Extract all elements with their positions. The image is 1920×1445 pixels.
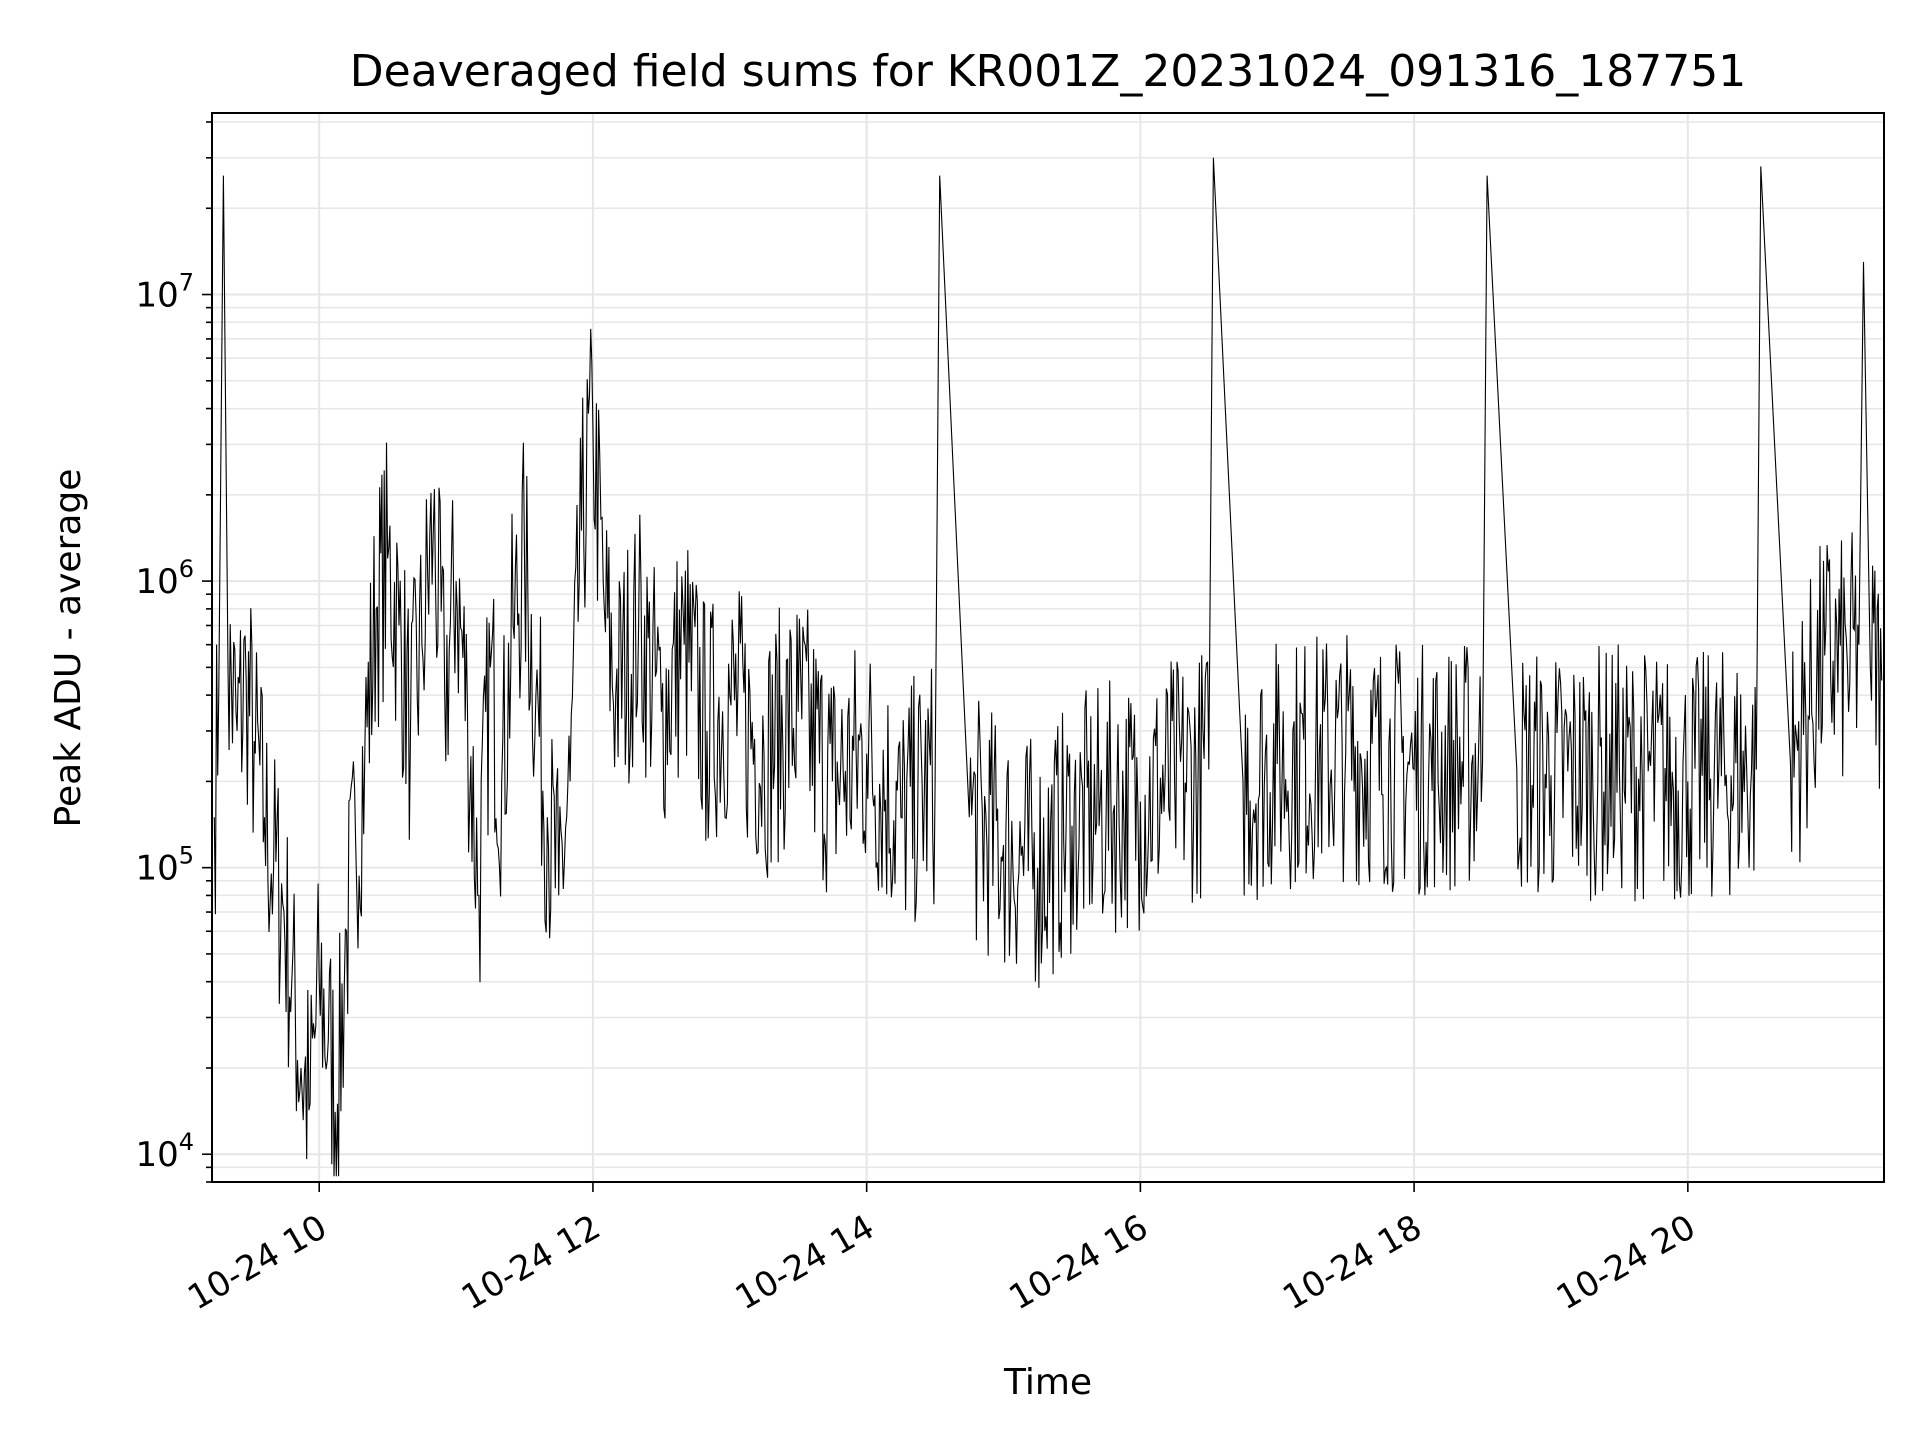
series-layer [213,157,1883,1177]
y-tick-label: 106 [135,555,194,602]
y-tick-label-base: 10 [135,1135,178,1175]
y-tick-label: 104 [135,1128,194,1175]
y-tick-label-exponent: 6 [179,555,194,583]
y-tick-label-base: 10 [135,849,178,889]
series-line [213,157,1883,1177]
plot-frame [211,112,1885,1183]
y-tick-label-exponent: 7 [179,269,194,297]
y-tick-label: 107 [135,269,194,316]
y-tick-label: 105 [135,842,194,889]
y-tick-label-exponent: 5 [179,842,194,870]
chart-title: Deaveraged field sums for KR001Z_2023102… [350,46,1746,97]
y-tick-label-base: 10 [135,276,178,316]
y-tick-label-exponent: 4 [179,1128,194,1156]
y-axis-label: Peak ADU - average [48,469,89,828]
y-tick-label-base: 10 [135,562,178,602]
x-axis-label: Time [1003,1362,1092,1403]
